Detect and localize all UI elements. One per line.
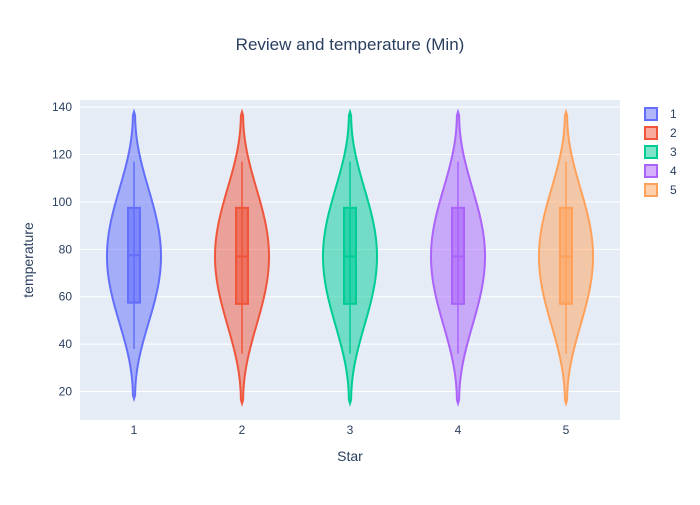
chart-title: Review and temperature (Min)	[236, 35, 465, 54]
legend-label[interactable]: 3	[670, 145, 677, 159]
y-tick-label: 40	[59, 337, 73, 351]
y-tick-label: 140	[52, 100, 72, 114]
x-tick-label: 3	[347, 423, 354, 437]
x-tick-label: 2	[239, 423, 246, 437]
legend-label[interactable]: 4	[670, 164, 677, 178]
x-tick-labels: 1 2 3 4 5	[131, 423, 570, 437]
y-tick-label: 80	[59, 242, 73, 256]
legend-swatch[interactable]	[644, 126, 658, 140]
x-tick-label: 4	[455, 423, 462, 437]
legend-swatch[interactable]	[644, 164, 658, 178]
y-tick-label: 100	[52, 195, 72, 209]
legend-item-3[interactable]: 3	[644, 145, 677, 159]
violin-group-4	[429, 108, 487, 407]
y-axis-title: temperature	[20, 222, 36, 298]
y-tick-label: 120	[52, 148, 72, 162]
legend-label[interactable]: 1	[670, 107, 677, 121]
legend-label[interactable]: 5	[670, 183, 677, 197]
legend[interactable]: 1 2 3 4 5	[644, 107, 677, 197]
x-axis-title: Star	[337, 448, 363, 464]
legend-item-4[interactable]: 4	[644, 164, 677, 178]
violin-group-5	[537, 108, 595, 407]
legend-swatch[interactable]	[644, 107, 658, 121]
legend-swatch[interactable]	[644, 145, 658, 159]
violins	[105, 108, 595, 407]
violin-group-1	[105, 108, 163, 403]
legend-swatch[interactable]	[644, 183, 658, 197]
legend-item-2[interactable]: 2	[644, 126, 677, 140]
x-tick-label: 5	[563, 423, 570, 437]
y-tick-labels: 20 40 60 80 100 120 140	[52, 100, 72, 398]
y-tick-label: 60	[59, 290, 73, 304]
legend-label[interactable]: 2	[670, 126, 677, 140]
x-tick-label: 1	[131, 423, 138, 437]
y-tick-label: 20	[59, 385, 73, 399]
violin-group-2	[213, 108, 271, 407]
legend-item-1[interactable]: 1	[644, 107, 677, 121]
violin-group-3	[321, 108, 379, 407]
legend-item-5[interactable]: 5	[644, 183, 677, 197]
